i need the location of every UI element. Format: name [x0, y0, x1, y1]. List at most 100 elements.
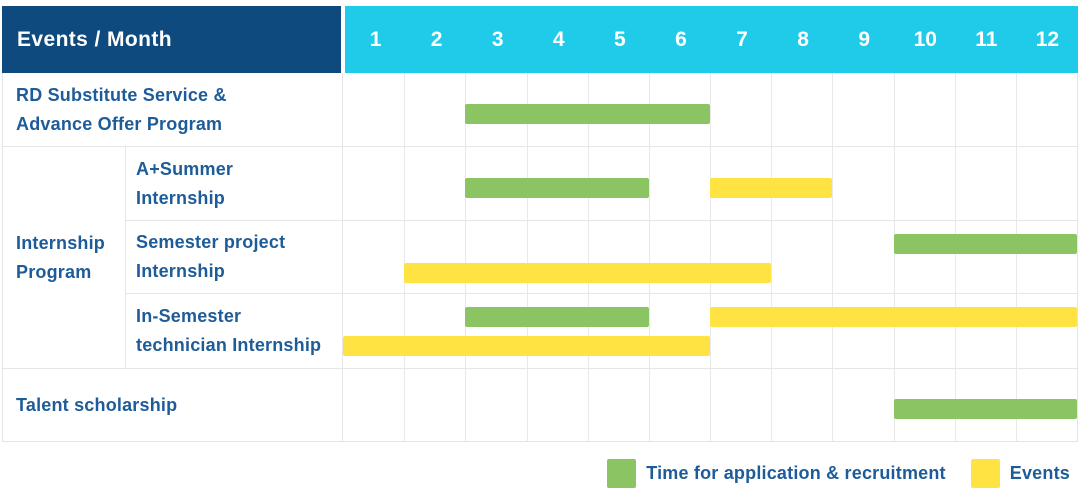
month-gridline	[954, 221, 956, 293]
chart-row-rd-substitute-service	[342, 73, 1077, 146]
gantt-bar-event	[710, 307, 1077, 327]
month-gridline	[404, 221, 406, 293]
month-gridline	[771, 294, 773, 368]
month-gridline	[893, 147, 895, 220]
month-gridline	[1015, 221, 1017, 293]
month-gridline	[710, 294, 711, 368]
month-gridline	[832, 369, 834, 441]
month-gridline	[648, 294, 650, 368]
month-gridline	[648, 221, 650, 293]
month-header-label: 7	[736, 27, 748, 51]
month-gridline	[771, 221, 773, 293]
legend-item-application: Time for application & recruitment	[607, 459, 946, 488]
events-month-table: Events / Month 1 2 3 4 5 6 7 8 9 10 11 12 RD Substi…	[2, 6, 1078, 442]
chart-row-talent-scholarship	[342, 368, 1077, 441]
month-gridline	[771, 369, 773, 441]
month-gridline	[465, 294, 467, 368]
gantt-bar-application	[465, 177, 649, 198]
month-gridline	[832, 221, 834, 293]
label-line: A+Summer	[136, 158, 234, 179]
month-gridline	[404, 294, 406, 368]
label-line: Talent scholarship	[16, 394, 178, 415]
header-title-cell: Events / Month	[2, 6, 341, 73]
row-label-in-semester-technician-internship: In-Semester technician Internship	[125, 293, 342, 368]
month-gridline	[893, 294, 895, 368]
month-gridline	[893, 221, 895, 293]
month-gridline	[526, 221, 528, 293]
month-gridline	[404, 73, 406, 146]
gantt-bar-event	[710, 177, 833, 198]
table-body: RD Substitute Service & Advance Offer Pro…	[2, 73, 1078, 442]
label-line: Internship	[136, 261, 226, 281]
month-gridline	[587, 221, 589, 293]
month-gridline	[832, 73, 834, 146]
month-gridline	[526, 294, 528, 368]
month-gridline	[465, 221, 467, 293]
month-header-label: 2	[430, 27, 443, 51]
month-gridline	[1015, 147, 1017, 220]
month-gridline	[771, 73, 773, 146]
label-line: RD Substitute Service &	[16, 84, 227, 105]
month-header-label: 8	[797, 27, 809, 51]
month-gridline	[954, 147, 956, 220]
label-line: Semester project	[136, 232, 286, 252]
row-label-rd-substitute-service: RD Substitute Service & Advance Offer Pro…	[3, 73, 342, 146]
group-label-internship-program: Internship Program	[3, 146, 125, 368]
month-header-label: 10	[913, 27, 937, 51]
legend-label-application: Time for application & recruitment	[646, 463, 946, 483]
label-line: Internship	[16, 232, 106, 253]
month-gridline	[954, 73, 956, 146]
month-header-label: 12	[1035, 27, 1060, 51]
month-gridline	[954, 294, 956, 368]
month-gridline	[893, 73, 895, 146]
month-header-label: 3	[491, 27, 504, 51]
month-header-label: 6	[675, 27, 687, 51]
gantt-bar-application	[893, 234, 1077, 254]
month-gridline	[404, 147, 406, 220]
row-label-a-plus-summer-internship: A+Summer Internship	[125, 146, 342, 220]
legend-swatch-application-icon	[607, 459, 637, 488]
label-line: Advance Offer Program	[16, 113, 223, 134]
month-header-label: 5	[614, 27, 626, 51]
chart-row-in-semester-technician-internship	[342, 293, 1077, 368]
gantt-bar-event	[343, 336, 710, 356]
chart-row-semester-project-internship	[342, 220, 1077, 293]
label-line: technician Internship	[136, 335, 322, 355]
table-header-row: Events / Month 1 2 3 4 5 6 7 8 9 10 11 12	[2, 6, 1078, 73]
legend-label-events: Events	[1009, 463, 1070, 483]
month-gridline	[648, 369, 650, 441]
month-gridline	[526, 369, 528, 441]
page-title: Events / Month	[17, 27, 172, 51]
month-gridline	[404, 369, 406, 441]
month-header-label: 4	[552, 27, 565, 51]
month-gridline	[1015, 294, 1017, 368]
row-label-semester-project-internship: Semester project Internship	[125, 220, 342, 293]
legend-swatch-events-icon	[970, 459, 1000, 488]
month-gridline	[587, 294, 589, 368]
gantt-bar-application	[893, 399, 1077, 419]
month-gridline	[710, 73, 711, 146]
label-line: Program	[16, 261, 92, 282]
month-gridline	[832, 294, 834, 368]
month-gridline	[1015, 73, 1017, 146]
month-gridline	[832, 147, 834, 220]
gantt-bar-event	[404, 263, 772, 283]
month-header-label: 1	[369, 27, 382, 51]
label-line: In-Semester	[136, 306, 242, 326]
month-header-label: 11	[975, 27, 998, 51]
month-gridline	[710, 369, 711, 441]
legend-item-events: Events	[970, 459, 1070, 488]
month-gridline	[710, 221, 711, 293]
month-gridline	[648, 147, 650, 220]
label-line: Internship	[136, 187, 226, 208]
month-gridline	[587, 369, 589, 441]
month-header-label: 9	[858, 27, 870, 51]
legend: Time for application & recruitment Event…	[607, 459, 1070, 488]
chart-row-a-plus-summer-internship	[342, 146, 1077, 220]
gantt-bar-application	[465, 103, 710, 124]
gantt-bar-application	[465, 307, 649, 327]
month-gridline	[465, 369, 467, 441]
month-header-strip: 1 2 3 4 5 6 7 8 9 10 11 12	[345, 6, 1078, 73]
row-label-talent-scholarship: Talent scholarship	[3, 368, 342, 441]
